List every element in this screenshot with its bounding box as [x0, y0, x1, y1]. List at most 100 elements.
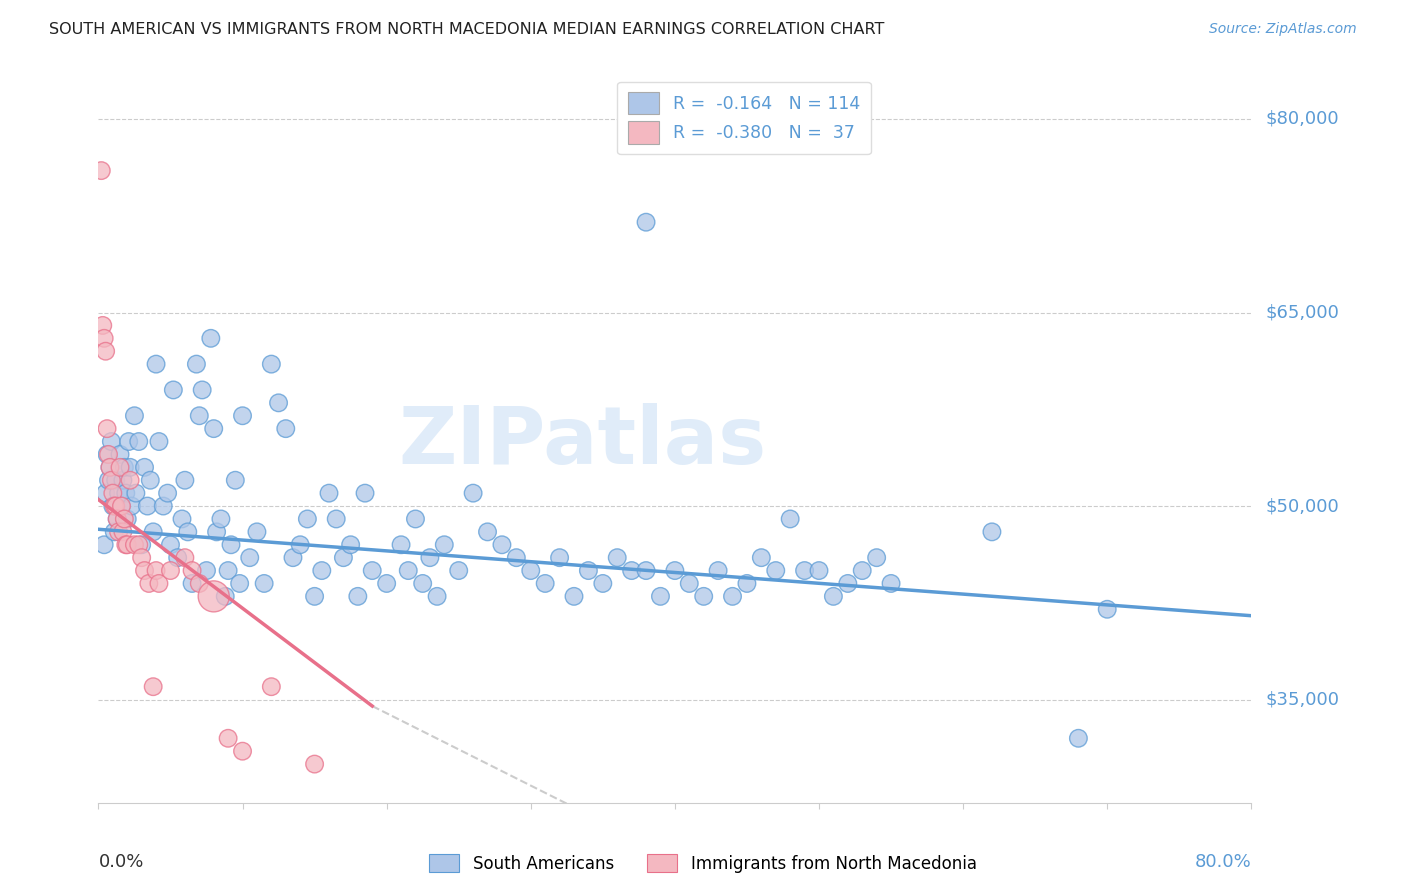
Point	[96, 422, 118, 436]
Point	[125, 486, 148, 500]
Point	[650, 590, 672, 604]
Point	[96, 447, 118, 461]
Point	[142, 680, 165, 694]
Point	[707, 564, 730, 578]
Point	[592, 576, 614, 591]
Point	[426, 590, 449, 604]
Point	[110, 499, 132, 513]
Point	[217, 731, 239, 746]
Point	[808, 564, 831, 578]
Point	[214, 590, 236, 604]
Point	[181, 576, 204, 591]
Point	[107, 486, 129, 500]
Point	[779, 512, 801, 526]
Point	[1097, 602, 1119, 616]
Point	[105, 512, 128, 526]
Point	[101, 486, 124, 500]
Point	[267, 396, 290, 410]
Point	[304, 757, 326, 772]
Point	[174, 550, 197, 565]
Point	[98, 460, 121, 475]
Point	[120, 460, 142, 475]
Point	[505, 550, 527, 565]
Point	[128, 538, 150, 552]
Point	[246, 524, 269, 539]
Point	[111, 473, 134, 487]
Point	[412, 576, 434, 591]
Point	[117, 512, 139, 526]
Point	[354, 486, 377, 500]
Point	[304, 590, 326, 604]
Point	[318, 486, 340, 500]
Point	[339, 538, 361, 552]
Text: $35,000: $35,000	[1265, 690, 1340, 708]
Point	[91, 318, 114, 333]
Point	[202, 422, 225, 436]
Point	[217, 564, 239, 578]
Point	[120, 473, 142, 487]
Point	[134, 460, 156, 475]
Point	[375, 576, 398, 591]
Point	[138, 576, 160, 591]
Point	[114, 538, 136, 552]
Point	[100, 434, 122, 449]
Point	[174, 473, 197, 487]
Point	[678, 576, 700, 591]
Point	[134, 564, 156, 578]
Point	[112, 460, 135, 475]
Point	[94, 486, 117, 500]
Point	[447, 564, 470, 578]
Point	[389, 538, 412, 552]
Point	[181, 564, 204, 578]
Point	[131, 538, 153, 552]
Point	[108, 460, 131, 475]
Point	[346, 590, 368, 604]
Point	[735, 576, 758, 591]
Point	[477, 524, 499, 539]
Point	[98, 460, 121, 475]
Point	[200, 331, 222, 345]
Legend: South Americans, Immigrants from North Macedonia: South Americans, Immigrants from North M…	[423, 847, 983, 880]
Point	[166, 550, 188, 565]
Point	[224, 473, 246, 487]
Point	[578, 564, 600, 578]
Point	[121, 499, 143, 513]
Point	[104, 499, 127, 513]
Point	[117, 538, 139, 552]
Point	[793, 564, 815, 578]
Point	[231, 744, 254, 758]
Point	[205, 524, 228, 539]
Point	[93, 331, 115, 345]
Point	[534, 576, 557, 591]
Point	[765, 564, 787, 578]
Point	[124, 538, 146, 552]
Point	[721, 590, 744, 604]
Point	[148, 576, 170, 591]
Point	[260, 357, 283, 371]
Text: 80.0%: 80.0%	[1195, 854, 1251, 871]
Point	[751, 550, 773, 565]
Point	[297, 512, 319, 526]
Point	[274, 422, 297, 436]
Point	[520, 564, 543, 578]
Point	[186, 357, 208, 371]
Text: $65,000: $65,000	[1265, 303, 1339, 321]
Point	[311, 564, 333, 578]
Point	[202, 590, 225, 604]
Point	[97, 447, 120, 461]
Point	[1067, 731, 1090, 746]
Point	[170, 512, 193, 526]
Point	[188, 576, 211, 591]
Point	[693, 590, 716, 604]
Point	[548, 550, 571, 565]
Point	[114, 486, 136, 500]
Point	[112, 512, 135, 526]
Point	[636, 215, 658, 229]
Point	[136, 499, 159, 513]
Point	[124, 409, 146, 423]
Point	[396, 564, 419, 578]
Point	[108, 447, 131, 461]
Point	[195, 564, 218, 578]
Point	[131, 550, 153, 565]
Point	[128, 434, 150, 449]
